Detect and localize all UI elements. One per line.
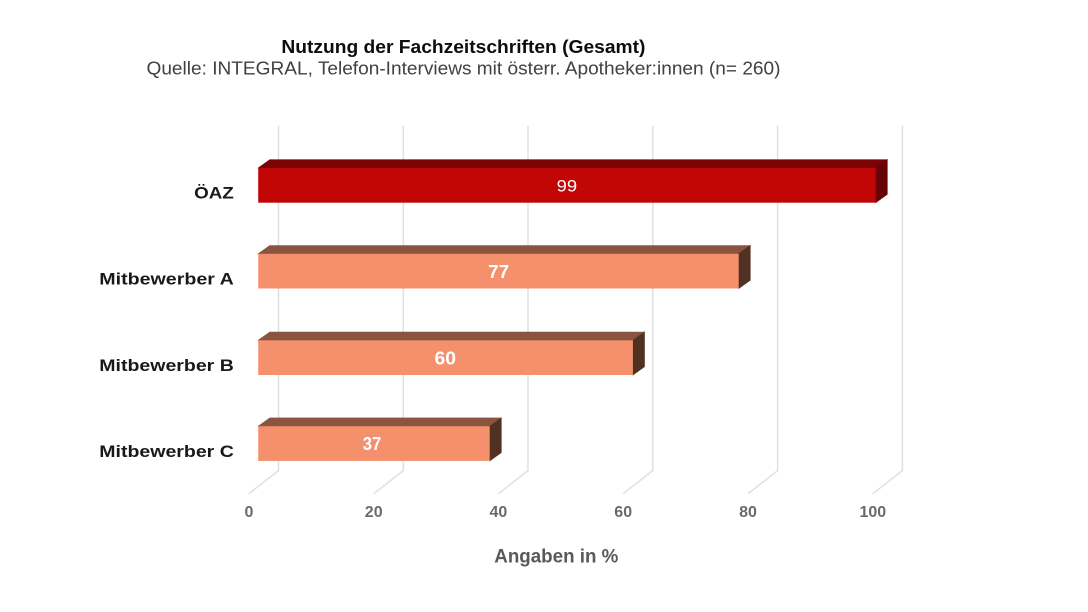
svg-text:60: 60	[614, 504, 632, 521]
svg-text:100: 100	[859, 504, 886, 521]
svg-text:ÖAZ: ÖAZ	[194, 184, 234, 203]
svg-text:40: 40	[490, 504, 508, 521]
svg-text:Angaben in %: Angaben in %	[494, 546, 618, 567]
svg-text:99: 99	[557, 177, 578, 196]
svg-text:Nutzung der Fachzeitschriften: Nutzung der Fachzeitschriften (Gesamt)	[281, 37, 645, 57]
svg-text:20: 20	[365, 504, 383, 521]
svg-text:80: 80	[739, 504, 757, 521]
svg-text:Mitbewerber B: Mitbewerber B	[99, 356, 234, 375]
svg-text:0: 0	[244, 504, 253, 521]
svg-text:Mitbewerber A: Mitbewerber A	[99, 270, 234, 289]
svg-text:Mitbewerber C: Mitbewerber C	[99, 442, 234, 461]
svg-text:77: 77	[488, 262, 509, 282]
svg-text:Quelle: INTEGRAL, Telefon-Inte: Quelle: INTEGRAL, Telefon-Interviews mit…	[147, 57, 781, 78]
svg-text:37: 37	[363, 434, 382, 454]
svg-text:60: 60	[435, 348, 457, 368]
